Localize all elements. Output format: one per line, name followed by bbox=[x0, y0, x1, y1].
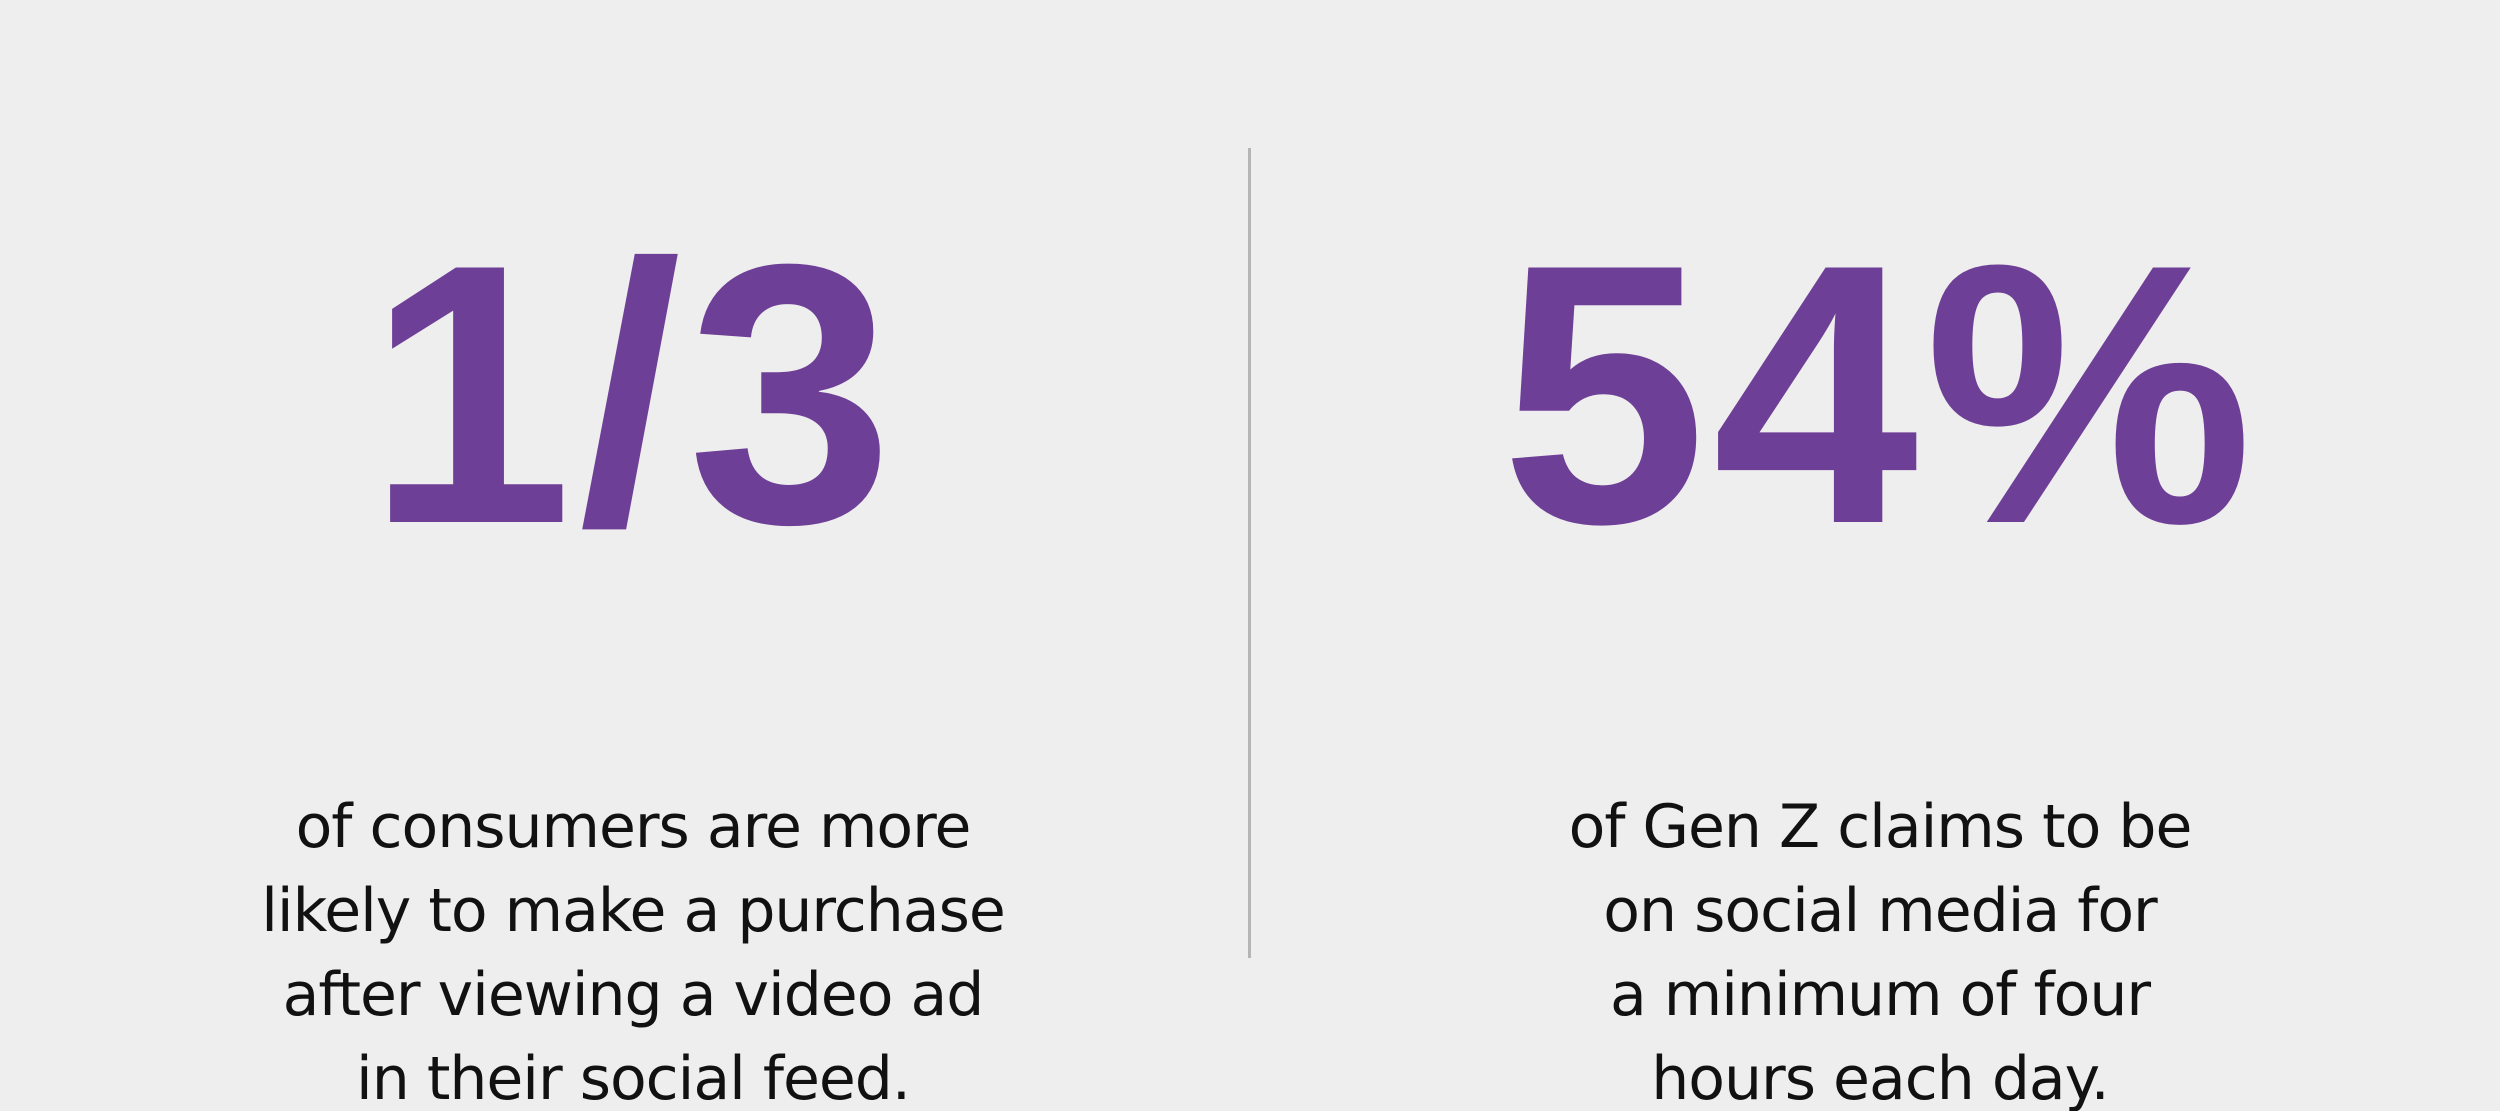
description-line: a minimum of four bbox=[1609, 960, 2151, 1030]
description-line: on social media for bbox=[1603, 876, 2157, 946]
vertical-divider bbox=[1248, 148, 1251, 958]
description-line: likely to make a purchase bbox=[261, 876, 1006, 946]
stat-fifty-four-percent: 54% of Gen Z claims to be on social medi… bbox=[1380, 210, 2380, 1111]
description-line: after viewing a video ad bbox=[282, 960, 985, 1030]
stat-value: 1/3 bbox=[366, 188, 900, 601]
stat-description: of consumers are more likely to make a p… bbox=[133, 785, 1133, 1111]
description-line: in their social feed. bbox=[356, 1044, 911, 1111]
stat-description: of Gen Z claims to be on social media fo… bbox=[1380, 785, 2380, 1111]
stat-one-third: 1/3 of consumers are more likely to make… bbox=[133, 210, 1133, 1111]
stat-value: 54% bbox=[1500, 188, 2260, 601]
description-line: of Gen Z claims to be bbox=[1568, 792, 2193, 862]
description-line: of consumers are more bbox=[295, 792, 972, 862]
description-line: hours each day. bbox=[1651, 1044, 2109, 1111]
